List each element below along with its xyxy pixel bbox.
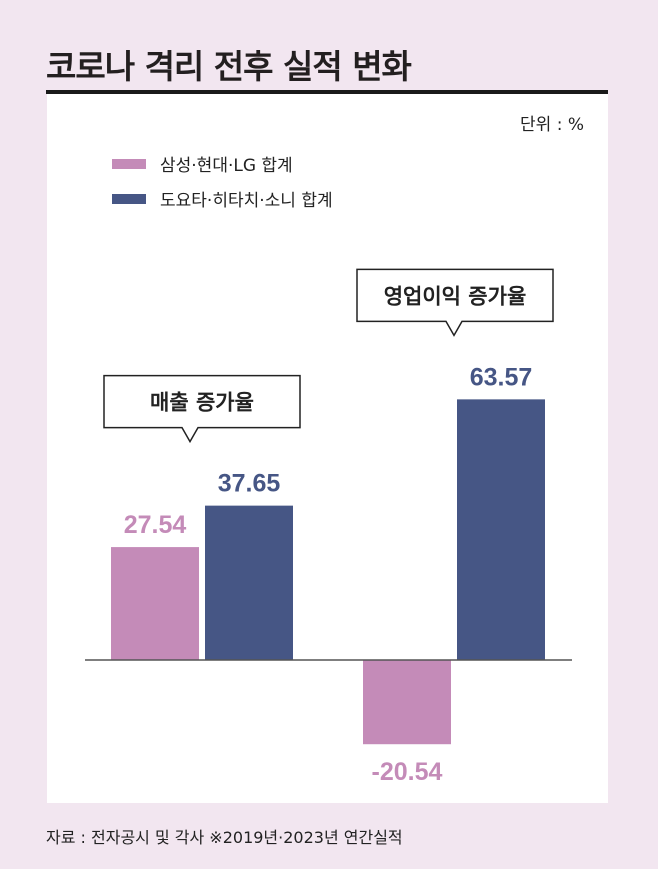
title-rule [46, 90, 608, 94]
category-callout [356, 268, 554, 337]
unit-label: 단위 : % [520, 115, 584, 135]
bar-1-0 [363, 660, 451, 745]
legend-label: 도요타·히타치·소니 합계 [160, 191, 333, 211]
chart-title: 코로나 격리 전후 실적 변화 [46, 47, 412, 86]
data-label: 37.65 [218, 470, 281, 498]
legend-swatch [112, 158, 146, 169]
legend-item-japan: 도요타·히타치·소니 합계 [112, 186, 333, 211]
data-label: 63.57 [470, 363, 533, 391]
data-label: 27.54 [124, 511, 187, 539]
source-note: 자료 : 전자공시 및 각사 ※2019년·2023년 연간실적 [46, 828, 403, 847]
data-label: -20.54 [372, 758, 443, 786]
bar-1-1 [457, 399, 545, 660]
category-label: 영업이익 증가율 [384, 284, 527, 308]
legend-label: 삼성·현대·LG 합계 [160, 156, 293, 176]
category-callout [103, 374, 301, 444]
bar-0-1 [205, 505, 293, 660]
legend-swatch [112, 193, 146, 204]
legend-item-korea: 삼성·현대·LG 합계 [112, 151, 293, 176]
bar-0-0 [111, 547, 199, 660]
category-label: 매출 증가율 [150, 391, 254, 415]
